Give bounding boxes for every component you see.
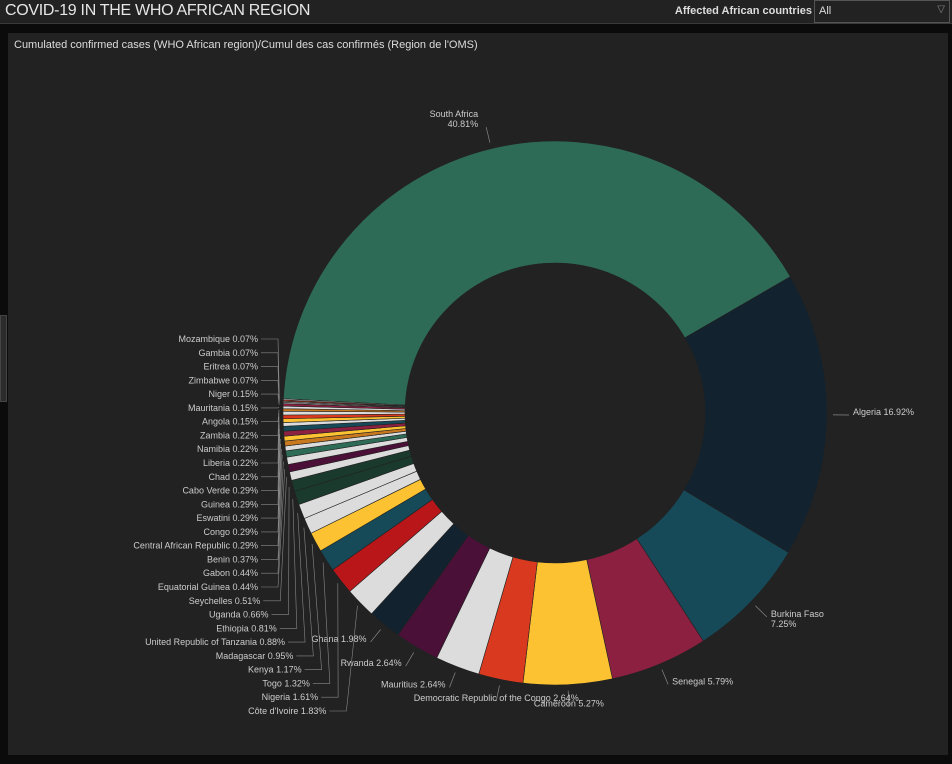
leader-line (449, 672, 456, 688)
leader-line (304, 544, 322, 670)
country-filter-select[interactable]: All ▽ (814, 0, 950, 23)
leader-line (263, 477, 287, 602)
dashboard-title: COVID-19 IN THE WHO AFRICAN REGION (5, 2, 311, 19)
slice-algeria[interactable] (683, 276, 828, 553)
leader-line (329, 605, 358, 712)
leader-line (261, 393, 280, 405)
slice-label: Cameroon 5.27% (534, 699, 604, 709)
header-bar: COVID-19 IN THE WHO AFRICAN REGION Affec… (0, 0, 952, 24)
slice-label: Rwanda 2.64% (341, 658, 402, 668)
slice-south-africa[interactable] (283, 140, 791, 406)
leader-line (271, 486, 290, 615)
slice-label: Chad 0.22% (208, 472, 258, 482)
filter-label: Affected African countries (674, 5, 812, 17)
leader-line (261, 380, 280, 403)
slice-label: Equatorial Guinea 0.44% (158, 582, 258, 592)
slice-label: Benin 0.37% (207, 554, 258, 564)
slice-label: Kenya 1.17% (248, 665, 302, 675)
slice-label: Angola 0.15% (202, 417, 258, 427)
slice-label: Mauritania 0.15% (188, 403, 258, 413)
slice-label: Burkina Faso 7.25% (771, 609, 824, 629)
slice-label: Ethiopia 0.81% (216, 623, 277, 633)
slice-label: Liberia 0.22% (203, 458, 258, 468)
leader-line (279, 499, 298, 629)
leader-line (261, 438, 281, 519)
slice-label: Democratic Republic of the Congo 2.64% (414, 693, 579, 703)
slice-label: Uganda 0.66% (209, 610, 269, 620)
leader-line (296, 527, 314, 657)
leader-line (321, 583, 339, 698)
leader-line (261, 433, 281, 505)
leader-line (261, 420, 280, 464)
slice-label: Cabo Verde 0.29% (182, 486, 258, 496)
slice-label: Madagascar 0.95% (216, 651, 294, 661)
slice-label: Zambia 0.22% (200, 430, 258, 440)
leader-line (261, 424, 280, 478)
leader-line (261, 469, 286, 588)
chart-title: Cumulated confirmed cases (WHO African r… (14, 39, 478, 51)
slice-label: Togo 1.32% (262, 678, 310, 688)
leader-line (312, 562, 331, 684)
slice-label: Congo 0.29% (203, 527, 258, 537)
slice-label: South Africa 40.81% (430, 109, 479, 129)
slice-label: Seychelles 0.51% (189, 596, 261, 606)
leader-line (405, 652, 415, 667)
slice-label: Eswatini 0.29% (196, 513, 258, 523)
slice-label: Mozambique 0.07% (178, 334, 258, 344)
leader-line (261, 443, 282, 533)
slice-label: Côte d'Ivoire 1.83% (248, 706, 326, 716)
slice-label: Mauritius 2.64% (381, 679, 446, 689)
leader-line (261, 454, 283, 560)
slice-label: Senegal 5.79% (672, 676, 733, 686)
leader-line (261, 409, 280, 422)
leader-line (567, 690, 570, 707)
leader-line (261, 413, 280, 436)
slice-label: Algeria 16.92% (853, 407, 914, 417)
leader-line (261, 461, 284, 574)
leader-line (261, 366, 280, 402)
slice-label: Gambia 0.07% (198, 348, 258, 358)
leader-line (370, 629, 381, 643)
leader-line (755, 605, 768, 618)
slice-label: Guinea 0.29% (201, 499, 258, 509)
side-panel-toggle[interactable] (0, 315, 7, 402)
leader-line (261, 448, 282, 546)
leader-line (261, 352, 280, 401)
slice-label: Zimbabwe 0.07% (188, 375, 258, 385)
leader-line (261, 338, 280, 400)
slice-mozambique[interactable] (282, 398, 406, 407)
chevron-down-icon: ▽ (937, 4, 945, 15)
slice-label: Niger 0.15% (208, 389, 258, 399)
slice-label: Nigeria 1.61% (262, 692, 319, 702)
leader-line (261, 428, 280, 491)
leader-line (495, 685, 500, 702)
slice-label: Eritrea 0.07% (203, 362, 258, 372)
slice-label: Central African Republic 0.29% (133, 541, 258, 551)
filter-value: All (819, 5, 832, 17)
slice-label: Gabon 0.44% (203, 568, 258, 578)
leader-line (261, 407, 280, 409)
leader-line (661, 669, 669, 685)
slice-label: Namibia 0.22% (197, 444, 258, 454)
slice-label: United Republic of Tanzania 0.88% (145, 637, 285, 647)
slice-label: Ghana 1.98% (312, 634, 367, 644)
leader-line (485, 127, 491, 143)
leader-line (288, 512, 306, 643)
